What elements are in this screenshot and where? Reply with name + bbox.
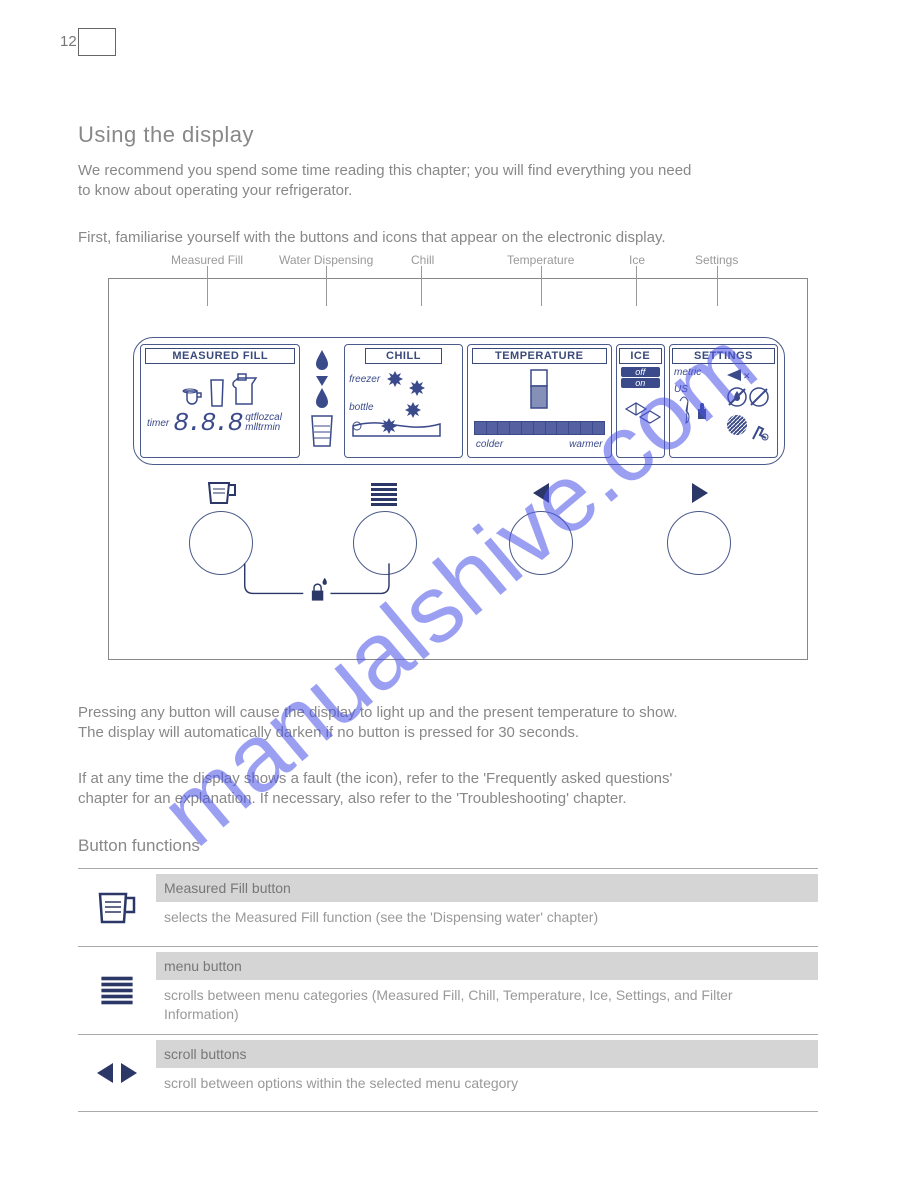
ice-off: off bbox=[621, 367, 661, 377]
panel-ice: ICE off on bbox=[616, 344, 666, 458]
chill-title: CHILL bbox=[365, 348, 442, 364]
note-1: Pressing any button will cause the displ… bbox=[78, 704, 678, 721]
timer-label: timer bbox=[147, 418, 169, 429]
metric-label: metric bbox=[674, 367, 719, 378]
right-arrow-icon bbox=[692, 483, 708, 508]
lock-connector bbox=[219, 562, 419, 612]
units2: mlltrmin bbox=[245, 423, 282, 433]
page-number: 12 bbox=[60, 33, 77, 50]
menu-icon bbox=[78, 947, 156, 1034]
temperature-bar bbox=[474, 421, 605, 435]
row-desc: scroll between options within the select… bbox=[156, 1068, 818, 1103]
intro-text-1: We recommend you spend some time reading… bbox=[78, 162, 691, 179]
note-4: chapter for an explanation. If necessary… bbox=[78, 790, 627, 807]
row-title: menu button bbox=[156, 952, 818, 980]
row-desc: selects the Measured Fill function (see … bbox=[156, 902, 818, 937]
panel-settings: SETTINGS metric US ✕ bbox=[669, 344, 778, 458]
scroll-left-button[interactable] bbox=[509, 511, 573, 575]
cup-icon bbox=[180, 388, 204, 408]
colder-label: colder bbox=[476, 439, 503, 450]
table-row: scroll buttons scroll between options wi… bbox=[78, 1034, 818, 1112]
warmer-label: warmer bbox=[569, 439, 602, 450]
intro-text-2: to know about operating your refrigerato… bbox=[78, 182, 352, 199]
measured-fill-icon bbox=[78, 869, 156, 946]
measured-fill-title: MEASURED FILL bbox=[145, 348, 295, 364]
temperature-title: TEMPERATURE bbox=[472, 348, 607, 364]
table-row: Measured Fill button selects the Measure… bbox=[78, 868, 818, 946]
label-temperature: Temperature bbox=[507, 253, 574, 267]
page-heading: Using the display bbox=[78, 122, 254, 148]
label-ice: Ice bbox=[629, 253, 645, 267]
settings-title: SETTINGS bbox=[672, 348, 775, 364]
label-chill: Chill bbox=[411, 253, 434, 267]
scroll-right-button[interactable] bbox=[667, 511, 731, 575]
row-desc: scrolls between menu categories (Measure… bbox=[156, 980, 818, 1034]
label-settings: Settings bbox=[695, 253, 738, 267]
left-arrow-icon bbox=[533, 483, 549, 508]
row-title: scroll buttons bbox=[156, 1040, 818, 1068]
panel-measured-fill: MEASURED FILL timer 8.8.8 qtflozcal mllt… bbox=[140, 344, 300, 458]
panel-water bbox=[304, 344, 340, 458]
ice-on: on bbox=[621, 378, 661, 388]
scroll-arrows-icon bbox=[78, 1035, 156, 1111]
ice-title: ICE bbox=[619, 348, 663, 364]
glass-icon bbox=[208, 378, 226, 408]
note-2: The display will automatically darken if… bbox=[78, 724, 579, 741]
us-label: US bbox=[674, 384, 719, 395]
ice-cubes-icon bbox=[620, 389, 664, 429]
fridge-icon bbox=[525, 368, 553, 412]
svg-text:✕: ✕ bbox=[743, 371, 751, 381]
measured-fill-button-icon bbox=[205, 479, 237, 512]
row-title: Measured Fill button bbox=[156, 874, 818, 902]
panel-chill: CHILL freezer bottle bbox=[344, 344, 463, 458]
settings-icons-right: ✕ bbox=[723, 367, 773, 453]
button-functions-table: Measured Fill button selects the Measure… bbox=[78, 868, 818, 1112]
lcd-display: MEASURED FILL timer 8.8.8 qtflozcal mllt… bbox=[133, 337, 785, 465]
control-panel-diagram: Measured Fill Water Dispensing Chill Tem… bbox=[108, 278, 808, 660]
table-row: menu button scrolls between menu categor… bbox=[78, 946, 818, 1034]
note-3: If at any time the display shows a fault… bbox=[78, 770, 672, 787]
button-functions-heading: Button functions bbox=[78, 836, 200, 856]
label-water: Water Dispensing bbox=[279, 253, 373, 267]
label-measured-fill: Measured Fill bbox=[171, 253, 243, 267]
settings-icons-left bbox=[674, 395, 714, 439]
digits: 8.8.8 bbox=[173, 408, 241, 438]
panel-temperature: TEMPERATURE colder warmer bbox=[467, 344, 612, 458]
page-number-box bbox=[78, 28, 116, 56]
intro-text-3: First, familiarise yourself with the but… bbox=[78, 229, 666, 246]
pitcher-icon bbox=[230, 372, 260, 408]
menu-button-icon bbox=[371, 481, 397, 508]
